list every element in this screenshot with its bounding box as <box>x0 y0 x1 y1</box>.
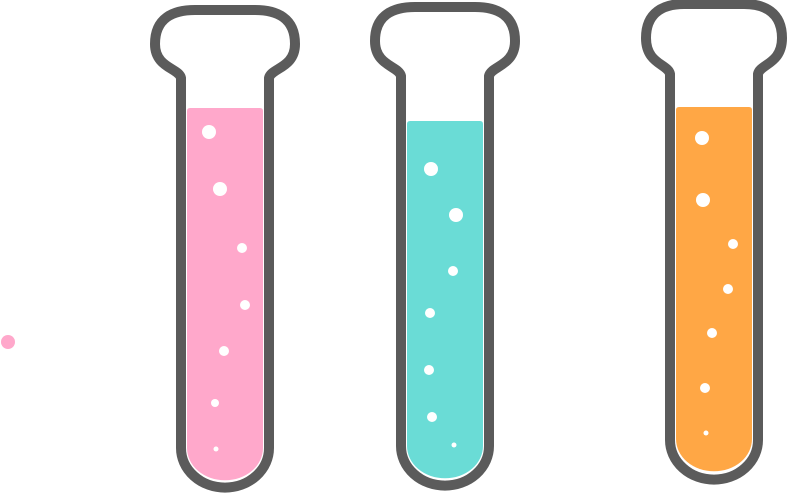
tube-pink-bubble <box>219 346 229 356</box>
tube-orange-bubble <box>707 328 717 338</box>
tube-teal-glass <box>370 2 520 491</box>
tube-orange-bubble <box>728 239 738 249</box>
tube-orange-bubble <box>723 284 733 294</box>
tube-orange-bubble <box>700 383 710 393</box>
tube-pink-bubble <box>213 182 227 196</box>
tube-orange-liquid <box>676 107 752 472</box>
tube-pink-liquid <box>187 108 263 481</box>
tube-orange[interactable] <box>641 0 787 485</box>
tube-teal-bubble <box>424 162 438 176</box>
tube-orange-bubble <box>695 131 709 145</box>
tube-teal-bubble <box>427 412 437 422</box>
tube-teal-bubble <box>449 208 463 222</box>
tube-teal[interactable] <box>370 2 520 491</box>
tube-pink-bubble <box>240 300 250 310</box>
tube-teal-bubble <box>425 308 435 318</box>
pink-dot <box>1 335 15 349</box>
tube-teal-bubble <box>451 442 457 448</box>
tube-orange-bubble <box>696 193 710 207</box>
tube-orange-glass <box>641 0 787 485</box>
tube-teal-liquid <box>407 121 483 479</box>
tube-pink[interactable] <box>150 5 300 493</box>
tube-pink-glass <box>150 5 300 493</box>
tube-teal-bubble <box>448 266 458 276</box>
tube-pink-bubble <box>202 125 216 139</box>
tube-pink-bubble <box>237 243 247 253</box>
tube-pink-bubble <box>213 446 219 452</box>
tube-orange-bubble <box>703 430 709 436</box>
tube-teal-bubble <box>424 365 434 375</box>
tube-pink-bubble <box>211 399 219 407</box>
